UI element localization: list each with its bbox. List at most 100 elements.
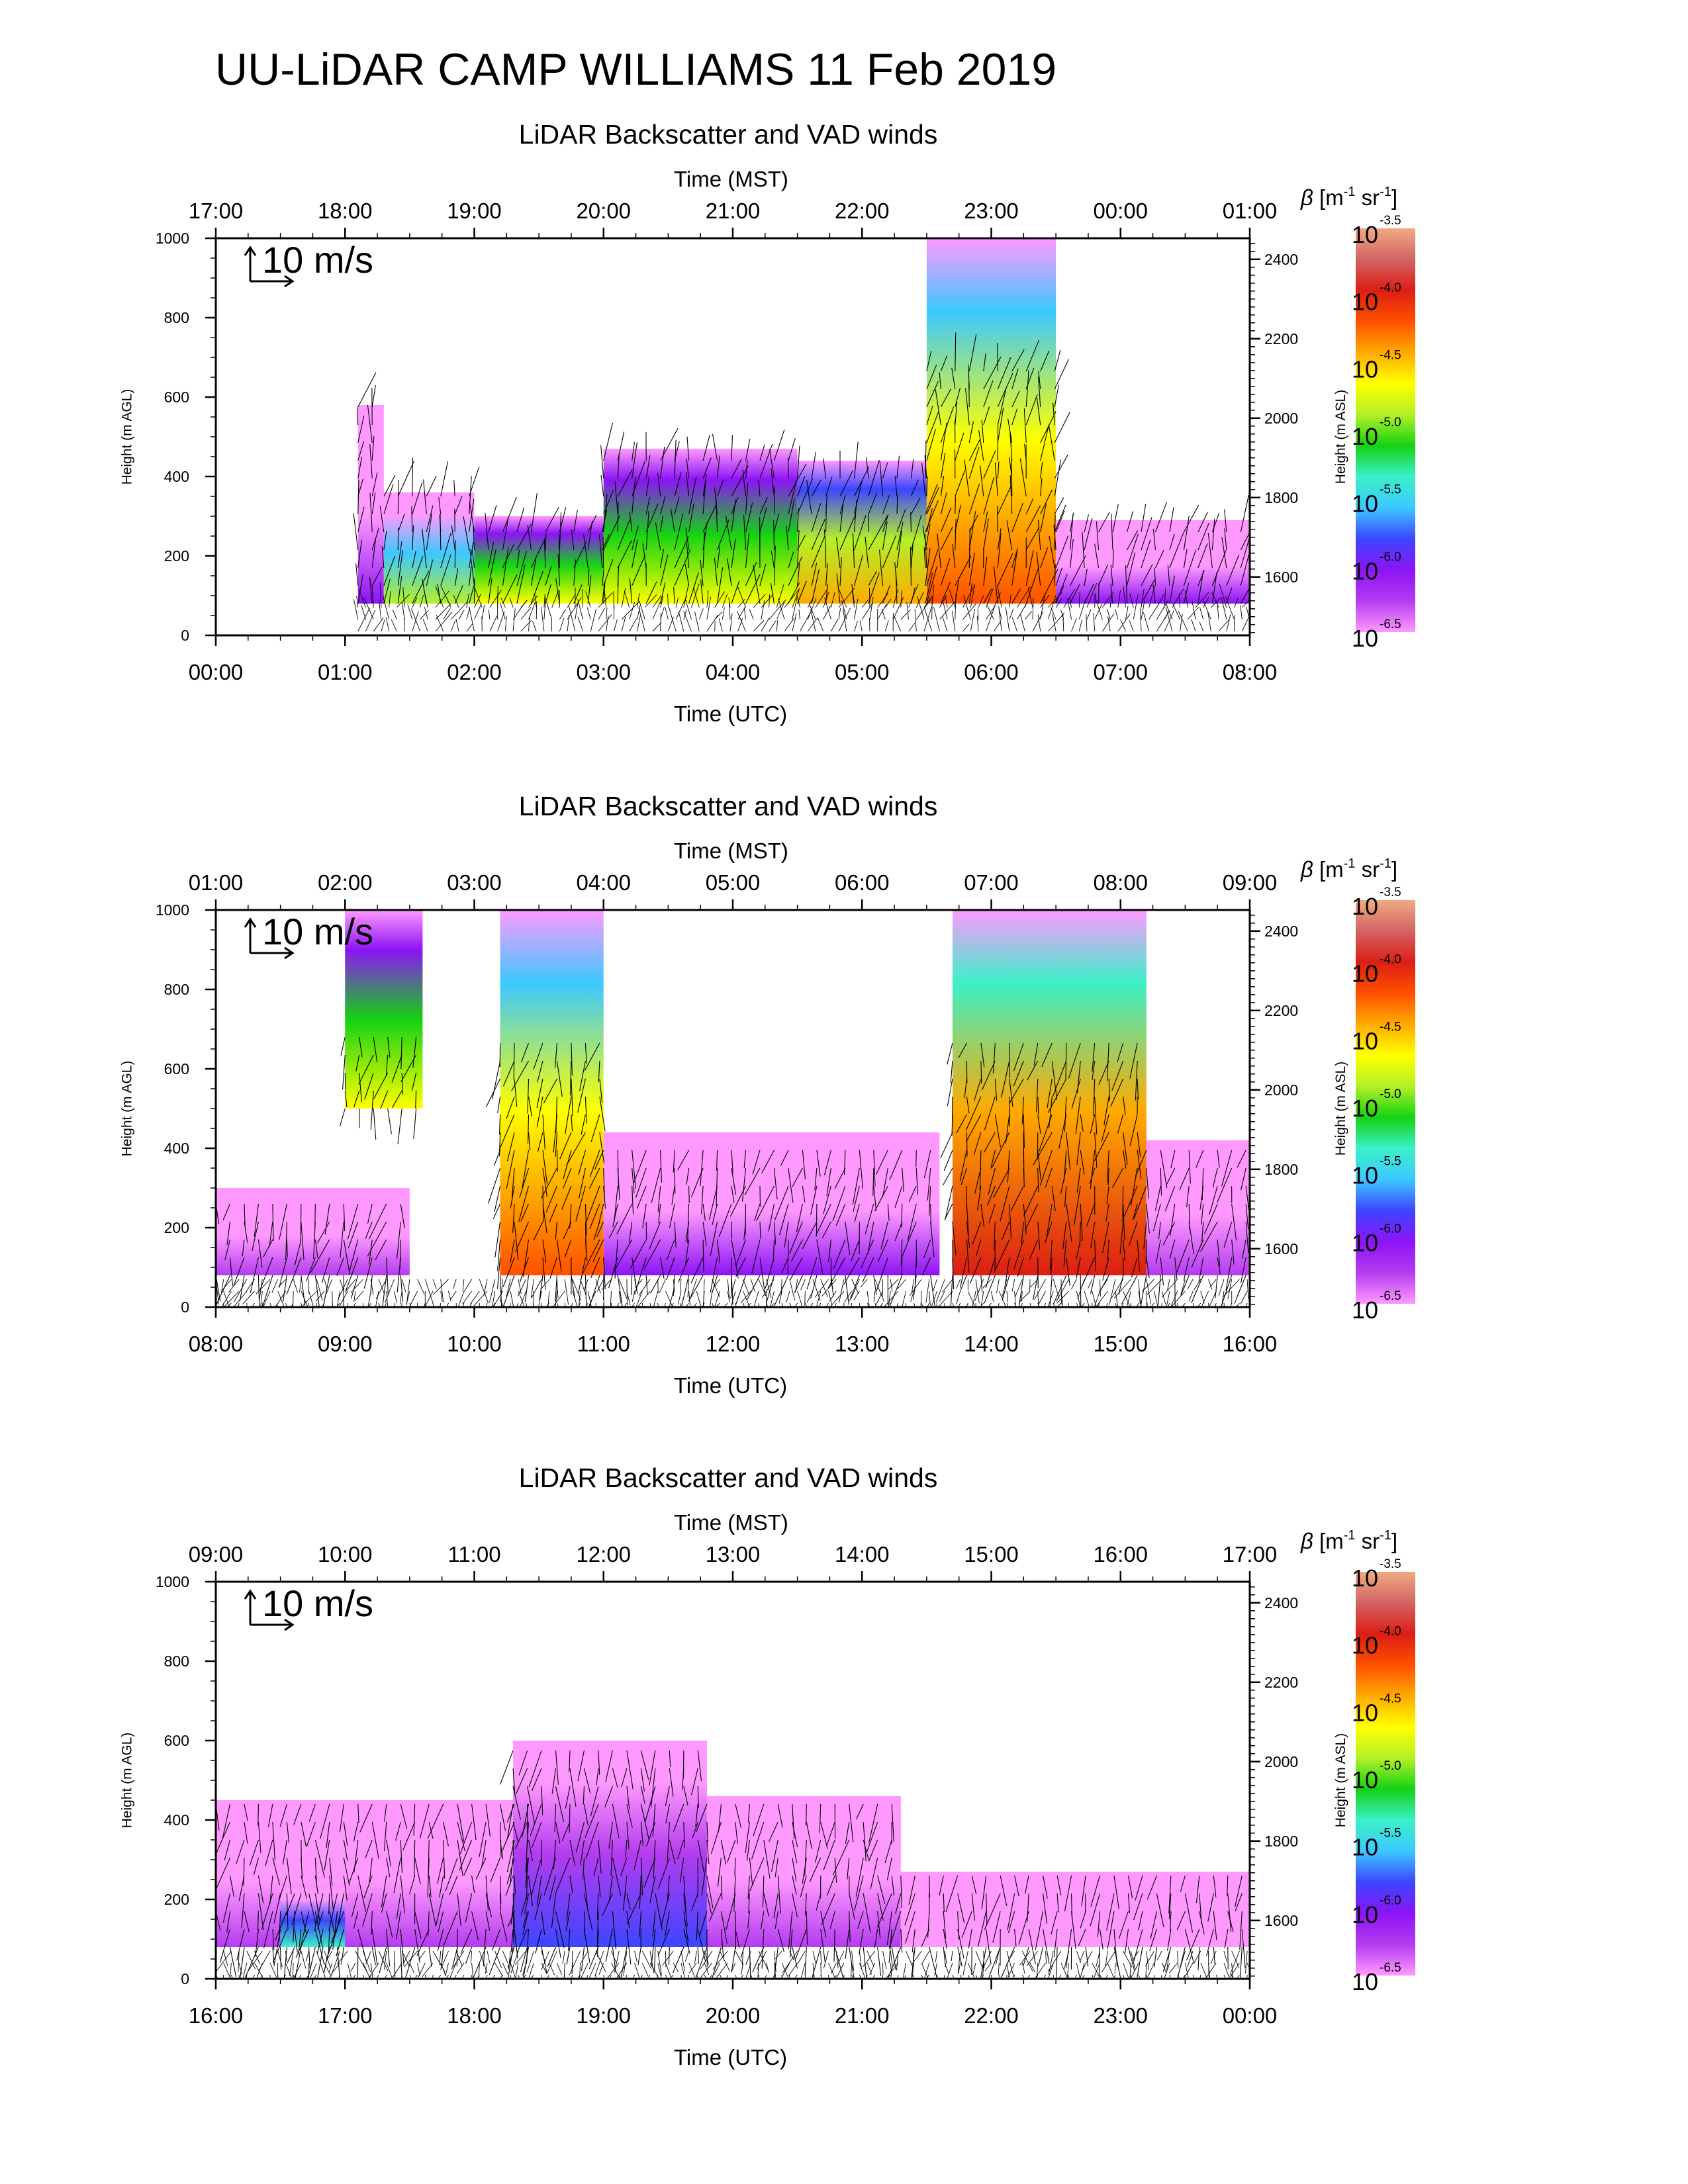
wind-vector (710, 1257, 718, 1293)
wind-vector (353, 599, 359, 620)
wind-vector (583, 1768, 591, 1794)
wind-vector (841, 600, 847, 620)
wind-vector (700, 1950, 713, 1970)
y-tick-label: 800 (164, 309, 189, 326)
wind-vector (1246, 1962, 1250, 1970)
wind-vector (678, 1257, 690, 1283)
wind-vector (981, 420, 984, 443)
wind-vector (1127, 1893, 1131, 1913)
wind-vector (527, 1786, 536, 1825)
wind-vector (261, 1275, 273, 1307)
colorbar-tick-base: 10 (1352, 1632, 1378, 1659)
wind-vector (1185, 590, 1188, 608)
wind-vector (1209, 1185, 1218, 1215)
wind-vector (326, 1279, 333, 1295)
colorbar-tick-exponent: -5.0 (1380, 1087, 1401, 1101)
wind-vector (735, 1239, 747, 1265)
wind-vector (660, 516, 663, 533)
colorbar-tick-exponent: -5.5 (1380, 1827, 1401, 1841)
wind-vector (305, 1950, 310, 1962)
wind-vector (833, 1929, 835, 1962)
wind-vector (1102, 1257, 1109, 1281)
backscatter-layer (280, 1888, 346, 1947)
wind-vector (1028, 1929, 1036, 1965)
wind-vector (664, 1302, 666, 1307)
wind-vector (1164, 1185, 1176, 1212)
wind-vector (365, 1839, 373, 1858)
wind-vector (1146, 1974, 1148, 1979)
wind-vector (532, 621, 537, 632)
wind-vector (673, 1803, 684, 1832)
wind-vector (242, 1239, 245, 1257)
wind-vector (626, 1893, 631, 1910)
colorbar-tick-base: 10 (1352, 221, 1378, 248)
wind-vector (541, 1167, 557, 1199)
wind-vector (1141, 504, 1147, 533)
wind-vector (714, 557, 718, 586)
wind-vector (263, 1291, 271, 1307)
wind-vector (301, 1302, 303, 1307)
wind-vector (1023, 408, 1027, 443)
wind-vector (1235, 1875, 1243, 1907)
wind-vector (326, 1950, 333, 1960)
panel-3: LiDAR Backscatter and VAD winds Time (MST… (0, 1463, 1688, 2124)
wind-vector (450, 620, 456, 632)
wind-vector (745, 1962, 751, 1979)
wind-vector (258, 1950, 271, 1972)
wind-vector (778, 598, 785, 620)
wind-vector (432, 1279, 437, 1289)
wind-vector (367, 1962, 379, 1979)
wind-vector (1112, 504, 1119, 533)
wind-vector (584, 1042, 600, 1071)
wind-vector (620, 1946, 628, 1979)
wind-vector (516, 1302, 519, 1307)
wind-vector (782, 1950, 798, 1974)
wind-vector (792, 1875, 797, 1895)
wind-vector (746, 1302, 751, 1307)
wind-vector (466, 607, 471, 620)
wind-vector (1154, 1946, 1157, 1968)
wind-vector (252, 1302, 255, 1307)
wind-vector (700, 579, 704, 604)
wind-vector (569, 1839, 576, 1866)
wind-vector (861, 1239, 874, 1268)
wind-vector (702, 522, 708, 551)
wind-vector (1226, 614, 1231, 632)
wind-vector (697, 1839, 704, 1873)
wind-vector (854, 466, 870, 497)
x-tick-label: 23:00 (1093, 2003, 1148, 2028)
wind-vector (1090, 1893, 1101, 1927)
wind-vector (1011, 408, 1018, 426)
wind-vector (1009, 608, 1014, 620)
wind-vector (1201, 1167, 1204, 1201)
wind-vector (752, 1946, 765, 1973)
wind-vector (1147, 1279, 1162, 1295)
wind-vector (647, 1974, 651, 1979)
wind-vector (510, 1950, 519, 1974)
wind-vector (473, 526, 475, 551)
wind-vector (1188, 1203, 1190, 1230)
wind-vector (357, 457, 363, 479)
wind-vector (775, 1950, 782, 1960)
wind-vector (1009, 1078, 1013, 1108)
wind-vector (749, 1857, 753, 1886)
x-top-tick-label: 23:00 (964, 199, 1019, 223)
x-top-tick-label: 03:00 (447, 870, 502, 895)
wind-vector (386, 1257, 389, 1296)
wind-vector (882, 1950, 887, 1970)
wind-vector (555, 1096, 558, 1133)
wind-vector (1161, 1291, 1166, 1304)
wind-vector (613, 1239, 633, 1273)
wind-vector (804, 1946, 807, 1976)
wind-vector (602, 1893, 613, 1916)
wind-vector (316, 1279, 323, 1301)
wind-vector (1054, 412, 1070, 443)
wind-vector (926, 411, 939, 443)
wind-vector (1084, 1291, 1090, 1307)
wind-vector (753, 594, 766, 608)
wind-vector (1213, 1875, 1217, 1897)
wind-vector (873, 1275, 877, 1295)
wind-vector (400, 1929, 404, 1966)
wind-vector (990, 1150, 996, 1169)
wind-vector (1182, 1302, 1186, 1307)
